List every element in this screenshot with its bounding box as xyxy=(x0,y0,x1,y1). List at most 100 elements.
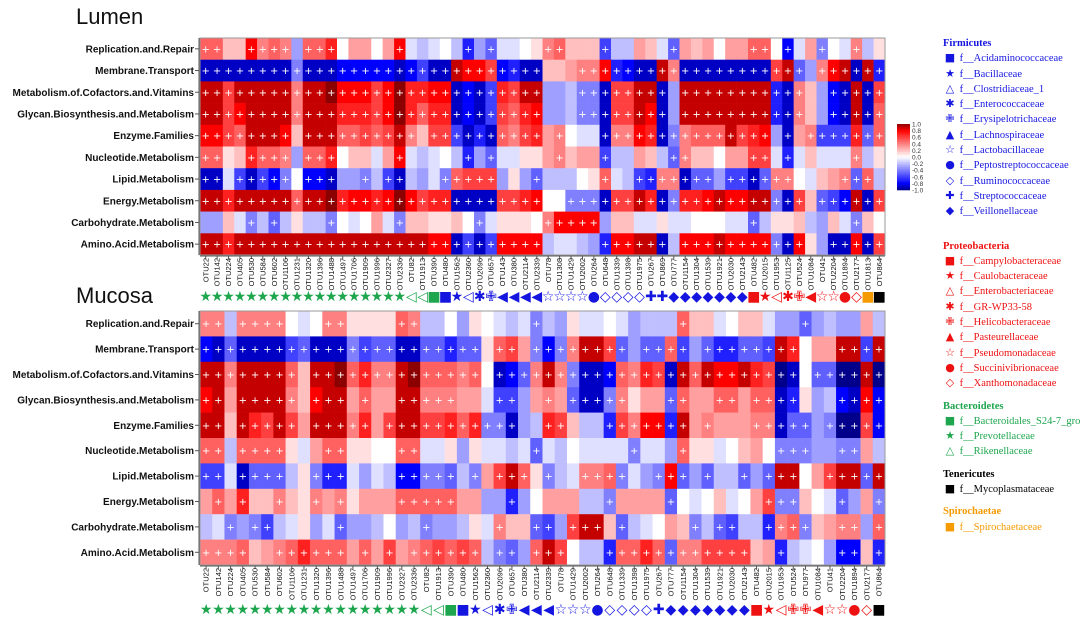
legend-item-label: f__Enterobacteriaceae xyxy=(957,286,1054,298)
heatmap-cell xyxy=(322,412,335,439)
significance-mark: + xyxy=(239,548,247,559)
heatmap-cell xyxy=(337,124,349,147)
significance-mark: + xyxy=(384,88,392,99)
colorbar-tick-label: -0.4 xyxy=(912,168,924,175)
significance-mark: + xyxy=(247,196,255,207)
column-label: OTU405 xyxy=(238,568,247,596)
heatmap-cell xyxy=(860,311,874,337)
family-symbol-star-icon: ★ xyxy=(759,289,772,305)
heatmap-cell xyxy=(750,514,763,540)
significance-mark: + xyxy=(224,66,232,77)
significance-mark: + xyxy=(795,240,803,251)
colorbar-swatch xyxy=(897,176,910,179)
significance-mark: + xyxy=(679,319,687,330)
heatmap-cell xyxy=(519,38,532,60)
significance-mark: + xyxy=(422,395,430,406)
heatmap-cell xyxy=(599,168,612,191)
heatmap-cell xyxy=(530,311,543,337)
square-icon: ■ xyxy=(944,519,956,533)
significance-mark: + xyxy=(569,395,577,406)
significance-mark: + xyxy=(275,345,283,356)
heatmap-cell xyxy=(234,233,246,256)
significance-mark: + xyxy=(750,218,758,229)
heatmap-cell xyxy=(248,488,262,515)
family-symbol-open-cross-icon: ✙ xyxy=(794,289,806,305)
colorbar-swatch xyxy=(897,124,910,126)
heatmap-cell xyxy=(485,38,498,60)
family-symbol-open-diamond-icon: ◇ xyxy=(623,289,634,305)
heatmap-cell xyxy=(469,539,482,566)
heatmap-cell xyxy=(236,311,250,337)
heatmap-cell xyxy=(770,189,783,212)
family-symbol-open-star-icon: ☆ xyxy=(836,602,849,618)
column-label: OTU864 xyxy=(875,258,884,286)
heatmap-cell xyxy=(371,412,384,439)
family-symbol-open-star-icon: ☆ xyxy=(816,289,829,305)
heatmap-cell xyxy=(787,488,800,515)
heatmap-cell xyxy=(359,233,372,256)
heatmap-cell xyxy=(325,146,338,169)
heatmap-cell xyxy=(554,488,568,515)
heatmap-cell xyxy=(224,311,237,337)
family-symbol-asterisk-icon: ✱ xyxy=(782,289,794,305)
heatmap-cell xyxy=(611,168,623,191)
heatmap-cell xyxy=(565,168,578,191)
heatmap-cell xyxy=(738,387,751,413)
significance-mark: + xyxy=(396,240,404,251)
heatmap-cell xyxy=(701,311,715,337)
heatmap-cell xyxy=(542,412,556,439)
heatmap-cell xyxy=(222,124,235,147)
family-symbol-star-icon: ★ xyxy=(302,289,315,305)
legend-item: ✚ f__Streptococcaceae xyxy=(943,189,1080,204)
significance-mark: + xyxy=(312,548,320,559)
family-symbol-open-diamond-icon: ◇ xyxy=(641,602,652,618)
heatmap-cell xyxy=(701,488,715,515)
legend-item-label: f__Peptostreptococcaceae xyxy=(957,160,1069,172)
significance-mark: + xyxy=(349,370,357,381)
heatmap-cell xyxy=(823,311,837,337)
significance-mark: + xyxy=(681,131,689,142)
heatmap-cell xyxy=(518,412,531,439)
family-symbol-star-icon: ★ xyxy=(268,289,281,305)
column-label: OTU22 xyxy=(202,568,211,592)
family-symbol-star-icon: ★ xyxy=(451,289,464,305)
significance-mark: + xyxy=(606,345,614,356)
significance-mark: + xyxy=(838,548,846,559)
legend-item: ★ f__Bacillaceae xyxy=(943,67,1080,82)
heatmap-cell xyxy=(382,124,395,147)
family-symbol-open-star-icon: ☆ xyxy=(579,602,592,618)
heatmap-cell xyxy=(713,168,726,191)
heatmap-cell xyxy=(787,539,800,566)
heatmap-cell xyxy=(782,233,794,256)
significance-mark: + xyxy=(681,109,689,120)
heatmap-cell xyxy=(848,336,861,363)
significance-mark: + xyxy=(202,319,210,330)
significance-mark: + xyxy=(777,370,785,381)
significance-mark: + xyxy=(841,175,849,186)
significance-mark: + xyxy=(384,175,392,186)
significance-mark: + xyxy=(247,44,255,55)
row-label: Membrane.Transport xyxy=(95,345,195,356)
heatmap-cell xyxy=(314,124,326,147)
colorbar-swatch xyxy=(897,188,910,191)
heatmap-cell xyxy=(713,311,727,337)
significance-mark: + xyxy=(361,131,369,142)
significance-mark: + xyxy=(728,395,736,406)
heatmap-cell xyxy=(622,211,635,234)
heatmap-cell xyxy=(588,81,600,104)
significance-mark: + xyxy=(761,153,769,164)
significance-mark: + xyxy=(593,370,601,381)
heatmap-cell xyxy=(200,168,212,191)
heatmap-cell xyxy=(736,38,749,60)
heatmap-cell xyxy=(371,59,383,82)
significance-mark: + xyxy=(606,472,614,483)
significance-mark: + xyxy=(263,421,271,432)
mucosa-title: Mucosa xyxy=(76,283,154,308)
heatmap-cell xyxy=(677,438,690,464)
significance-mark: + xyxy=(422,345,430,356)
heatmap-cell xyxy=(382,189,395,212)
colorbar-swatch xyxy=(897,165,910,168)
heatmap-cell xyxy=(273,488,286,515)
significance-mark: + xyxy=(521,196,529,207)
heatmap-cell xyxy=(823,488,837,515)
